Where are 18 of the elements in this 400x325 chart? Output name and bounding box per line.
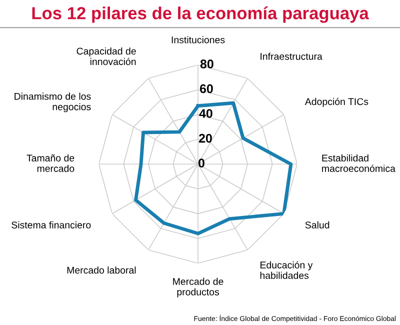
y-tick-label: 60: [200, 84, 213, 94]
spoke-label: Educación y habilidades: [260, 261, 313, 279]
spoke-label: Tamaño de mercado: [26, 154, 74, 172]
spoke-label: Sistema financiero: [12, 221, 91, 228]
spoke-label: Salud: [305, 221, 330, 228]
y-tick-label: 40: [199, 109, 212, 118]
y-tick-label: 20: [198, 134, 212, 143]
chart-title: Los 12 pilares de la economía paraguaya: [32, 6, 369, 23]
spoke-label: Instituciones: [172, 36, 225, 44]
spoke-label: Mercado de productos: [173, 278, 224, 298]
spoke-label: Dinamismo de los negocios: [14, 92, 91, 112]
spoke-label: Adopción TICs: [304, 98, 368, 107]
y-tick-label: 80: [200, 60, 214, 68]
spoke-label: Capacidad de innovación: [76, 47, 136, 66]
spoke-label: Infraestructura: [260, 52, 322, 60]
spoke-label: Mercado laboral: [67, 266, 136, 274]
y-tick-label: 0: [198, 158, 204, 168]
spoke-label: Estabilidad macroeconómica: [322, 154, 396, 172]
